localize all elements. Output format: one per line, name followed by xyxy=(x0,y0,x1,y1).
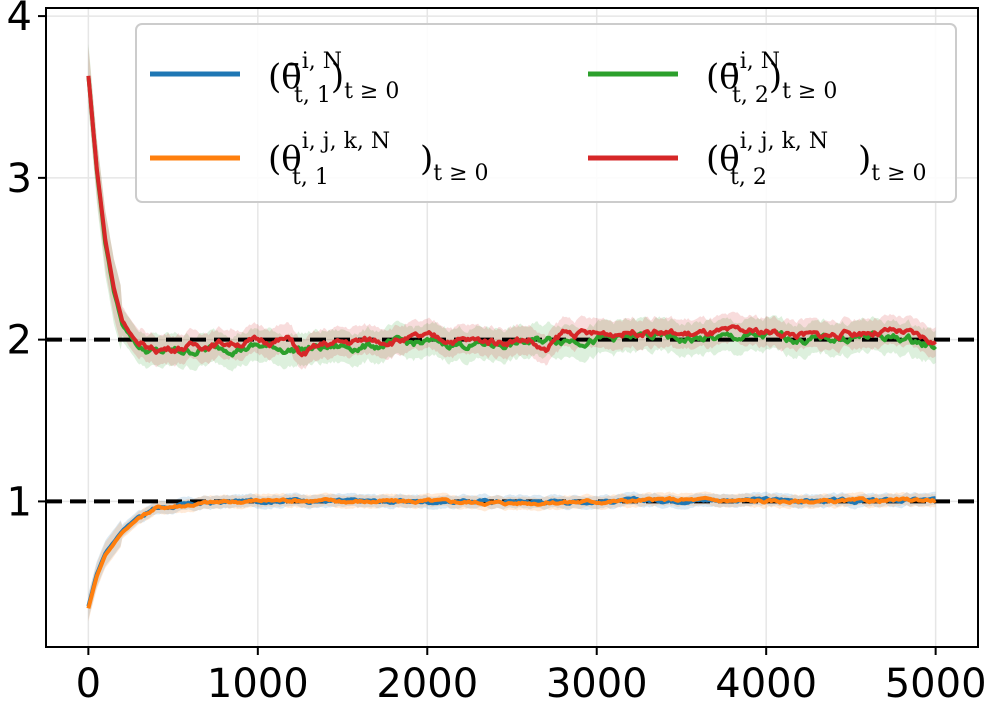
series-line-theta_bar_1 xyxy=(86,495,936,607)
y-tick-label-0: 1 xyxy=(7,479,32,525)
x-tick-label-5: 5000 xyxy=(885,661,987,707)
y-tick-label-1: 2 xyxy=(7,318,32,364)
legend-box xyxy=(135,23,957,203)
x-tick-label-3: 3000 xyxy=(546,661,648,707)
series-line-theta_ijk_1 xyxy=(86,495,937,609)
axis-ticks: 0 1000 2000 3000 4000 5000 1 2 3 4 xyxy=(7,0,987,707)
series-lines xyxy=(86,75,937,609)
axes-frame xyxy=(45,7,979,648)
band-theta_bar_1 xyxy=(88,491,936,620)
x-tick-label-0: 0 xyxy=(76,661,101,707)
series-line-theta_ijk_2 xyxy=(86,75,937,358)
band-theta_ijk_1 xyxy=(88,491,936,622)
x-tick-label-1: 1000 xyxy=(207,661,309,707)
x-tick-label-4: 4000 xyxy=(715,661,817,707)
x-tick-label-2: 2000 xyxy=(376,661,478,707)
y-tick-label-3: 4 xyxy=(7,0,32,40)
y-tick-label-2: 3 xyxy=(7,156,32,202)
